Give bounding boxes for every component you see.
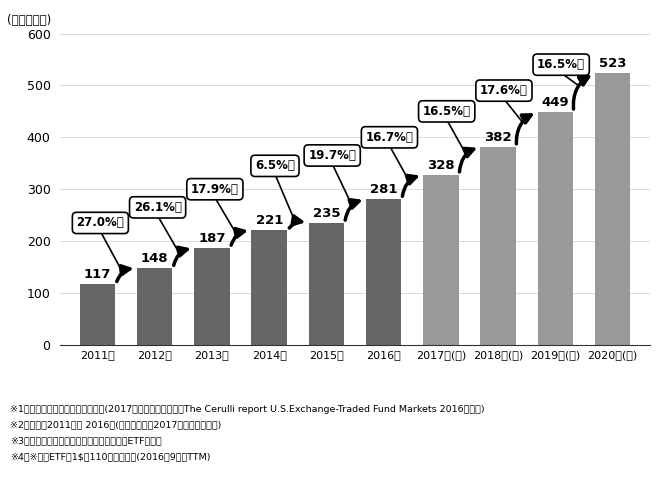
- Bar: [137, 268, 172, 345]
- Text: 523: 523: [599, 57, 626, 70]
- Text: 16.7%増: 16.7%増: [366, 131, 413, 144]
- Text: 6.5%増: 6.5%増: [255, 160, 295, 172]
- Text: 27.0%増: 27.0%増: [76, 217, 124, 229]
- Text: ※2　期間：2011年～ 2016年(各年末時点、2017年以降は予想値): ※2 期間：2011年～ 2016年(各年末時点、2017年以降は予想値): [10, 421, 221, 430]
- Text: 17.6%増: 17.6%増: [480, 84, 528, 97]
- Text: 328: 328: [427, 159, 455, 171]
- Text: 382: 382: [484, 131, 512, 144]
- Text: 187: 187: [198, 232, 226, 245]
- Text: (単位：兆円): (単位：兆円): [7, 14, 51, 27]
- Bar: [538, 112, 574, 345]
- Text: ※1　出所：モーニングスター作成(2017年以降の予想値は「The Cerulli report U.S.Exchange-Traded Fund Market: ※1 出所：モーニングスター作成(2017年以降の予想値は「The Cerull…: [10, 405, 484, 414]
- Text: 117: 117: [84, 268, 111, 281]
- Text: 235: 235: [313, 207, 340, 220]
- Text: 148: 148: [141, 252, 169, 265]
- Bar: [366, 199, 401, 345]
- Text: ※3　米国＝米国の取引所に上場する米国籍ETFが対象: ※3 米国＝米国の取引所に上場する米国籍ETFが対象: [10, 436, 161, 445]
- Text: 449: 449: [541, 96, 570, 109]
- Text: 221: 221: [255, 214, 283, 227]
- Bar: [480, 147, 516, 345]
- Bar: [251, 230, 287, 345]
- Text: 17.9%増: 17.9%増: [191, 182, 239, 196]
- Bar: [309, 223, 344, 345]
- Text: 281: 281: [370, 183, 397, 196]
- Bar: [595, 73, 630, 345]
- Text: 16.5%増: 16.5%増: [537, 58, 585, 71]
- Bar: [80, 284, 115, 345]
- Bar: [423, 175, 459, 345]
- Text: 26.1%増: 26.1%増: [134, 201, 182, 214]
- Bar: [194, 248, 230, 345]
- Text: 19.7%増: 19.7%増: [308, 149, 356, 162]
- Text: ※4　※米国ETFは1$＝110円で円換算(2016年9月末TTM): ※4 ※米国ETFは1$＝110円で円換算(2016年9月末TTM): [10, 452, 210, 461]
- Text: 16.5%増: 16.5%増: [423, 105, 471, 118]
